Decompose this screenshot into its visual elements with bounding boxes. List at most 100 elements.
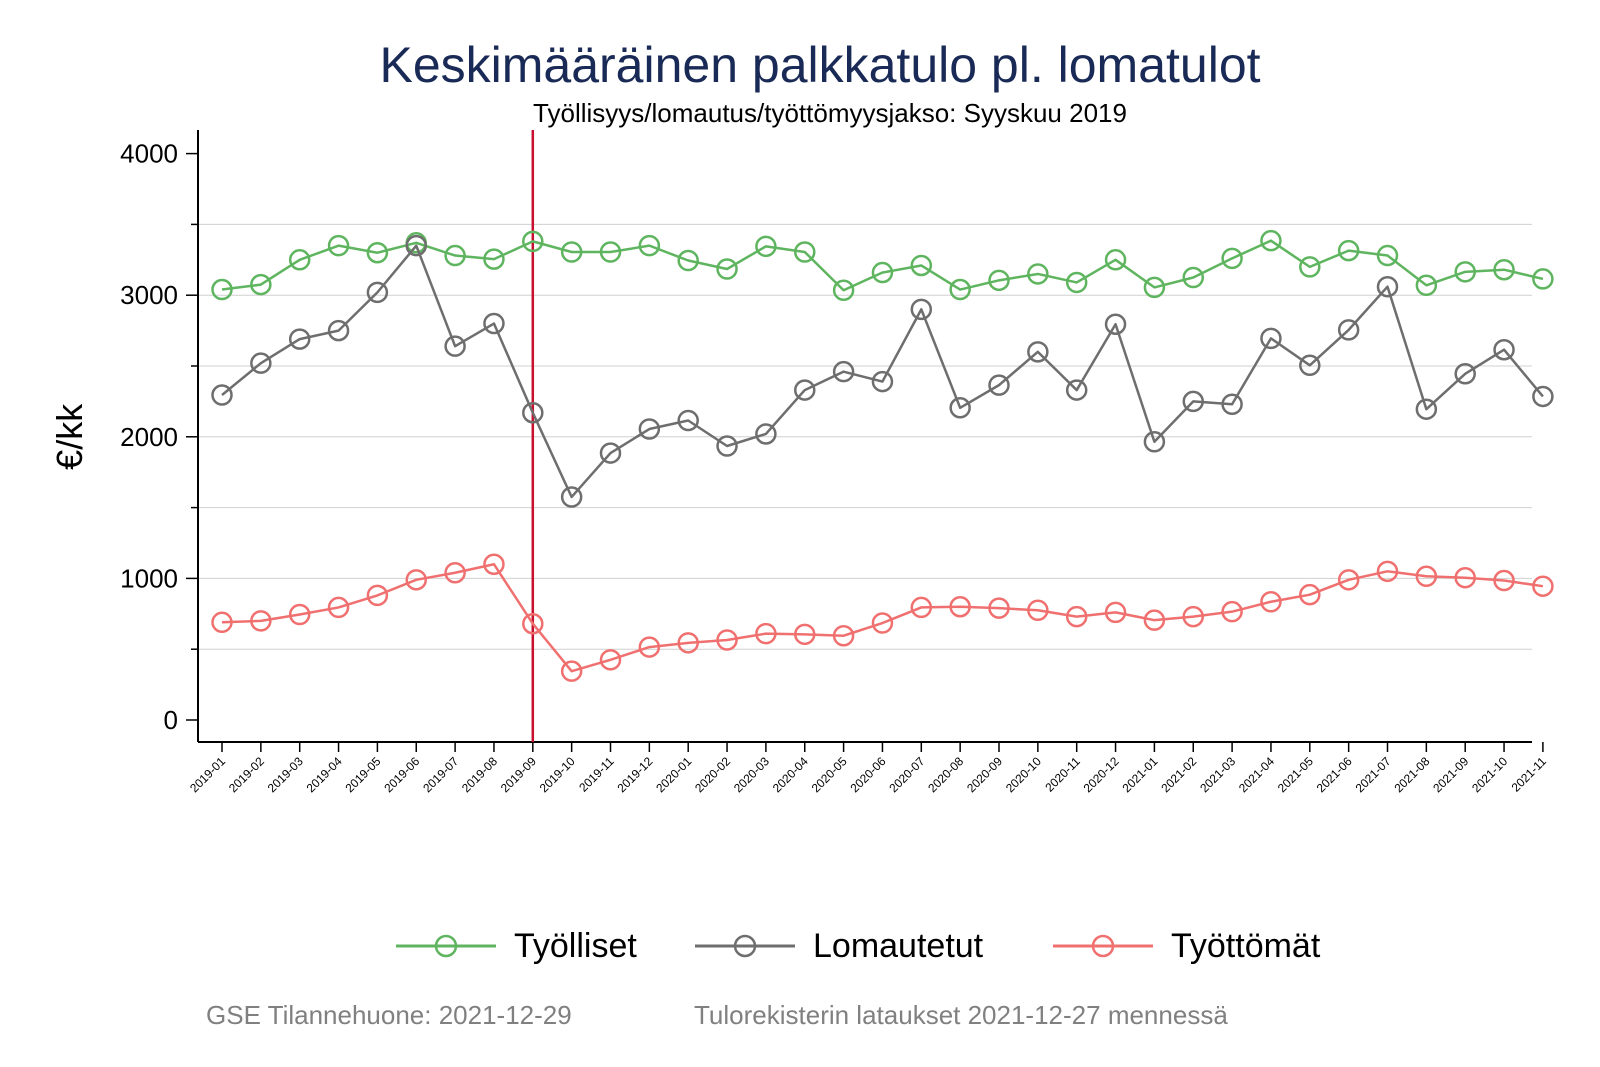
data-point bbox=[1493, 569, 1515, 592]
data-point bbox=[677, 409, 699, 432]
line-chart: 01000200030004000€/kk2019-012019-022019-… bbox=[49, 130, 1554, 795]
x-tick-label: 2019-02 bbox=[226, 754, 267, 795]
legend-label-tyottomat: Työttömät bbox=[1171, 926, 1321, 965]
data-point bbox=[1182, 605, 1204, 628]
data-point bbox=[366, 241, 389, 264]
data-point bbox=[483, 312, 505, 335]
chart-title: Keskimääräinen palkkatulo pl. lomatulot bbox=[379, 37, 1261, 93]
x-tick-label: 2021-08 bbox=[1391, 754, 1432, 795]
x-tick-label: 2019-12 bbox=[614, 754, 655, 795]
data-point bbox=[560, 486, 583, 508]
x-tick-label: 2020-12 bbox=[1081, 754, 1122, 795]
data-point bbox=[327, 319, 350, 342]
data-point bbox=[1027, 341, 1049, 363]
x-tick-label: 2020-08 bbox=[925, 754, 966, 795]
legend-swatch-tyottomat bbox=[1053, 934, 1153, 958]
footer-data-note: Tulorekisterin lataukset 2021-12-27 menn… bbox=[694, 1000, 1228, 1030]
data-point bbox=[1182, 390, 1204, 413]
data-point bbox=[1143, 276, 1166, 299]
data-point bbox=[444, 561, 466, 584]
y-tick-label: 1000 bbox=[120, 563, 178, 593]
legend-item-lomautetut: Lomautetut bbox=[695, 918, 983, 974]
data-point bbox=[755, 423, 777, 445]
data-point bbox=[483, 553, 505, 575]
x-tick-label: 2020-09 bbox=[964, 754, 1005, 795]
data-point bbox=[327, 234, 350, 257]
data-point bbox=[910, 596, 933, 619]
data-point bbox=[949, 278, 971, 301]
x-tick-label: 2019-08 bbox=[459, 754, 500, 795]
data-point bbox=[1221, 393, 1243, 415]
x-tick-label: 2021-01 bbox=[1119, 754, 1160, 795]
data-point bbox=[1027, 599, 1049, 622]
data-point bbox=[522, 230, 544, 253]
x-tick-label: 2020-06 bbox=[848, 754, 889, 795]
data-point bbox=[250, 610, 272, 632]
legend-swatch-lomautetut bbox=[695, 934, 795, 958]
data-point bbox=[1532, 385, 1554, 408]
data-point bbox=[988, 374, 1010, 396]
data-point bbox=[250, 273, 272, 296]
data-point bbox=[522, 612, 544, 635]
data-point bbox=[1337, 569, 1360, 591]
data-point bbox=[1027, 263, 1049, 285]
x-tick-label: 2020-07 bbox=[886, 754, 927, 795]
x-tick-label: 2019-03 bbox=[265, 754, 306, 795]
y-tick-label: 4000 bbox=[120, 139, 178, 169]
data-point bbox=[1376, 275, 1399, 298]
data-point bbox=[1299, 354, 1321, 377]
data-point bbox=[1065, 379, 1088, 401]
chart-subtitle: Työllisyys/lomautus/työttömyysjakso: Syy… bbox=[533, 98, 1127, 128]
data-point bbox=[1376, 244, 1399, 267]
x-tick-label: 2020-02 bbox=[692, 754, 733, 795]
data-point bbox=[444, 244, 466, 267]
x-tick-label: 2019-01 bbox=[187, 754, 228, 795]
x-tick-label: 2020-05 bbox=[809, 754, 850, 795]
data-point bbox=[444, 335, 466, 357]
legend-item-tyottomat: Työttömät bbox=[1053, 918, 1320, 974]
x-tick-label: 2019-11 bbox=[576, 754, 617, 795]
data-point bbox=[522, 401, 544, 424]
data-point bbox=[1104, 313, 1127, 335]
legend-label-lomautetut: Lomautetut bbox=[813, 926, 984, 965]
data-point bbox=[1493, 258, 1515, 281]
x-tick-label: 2020-04 bbox=[770, 754, 811, 795]
data-point bbox=[988, 597, 1010, 619]
data-point bbox=[288, 249, 311, 271]
x-tick-label: 2021-03 bbox=[1197, 754, 1238, 795]
data-point bbox=[638, 636, 661, 658]
x-tick-label: 2019-09 bbox=[498, 754, 539, 795]
x-tick-label: 2021-07 bbox=[1353, 754, 1394, 795]
data-point bbox=[794, 623, 816, 646]
x-tick-label: 2020-01 bbox=[653, 754, 694, 795]
data-point bbox=[405, 569, 427, 591]
data-point bbox=[1260, 229, 1282, 252]
x-tick-label: 2019-04 bbox=[304, 754, 345, 795]
data-point bbox=[211, 384, 233, 406]
x-tick-label: 2021-10 bbox=[1469, 754, 1510, 795]
x-tick-label: 2020-11 bbox=[1042, 754, 1083, 795]
x-tick-label: 2019-10 bbox=[537, 754, 578, 795]
data-point bbox=[1493, 338, 1515, 361]
data-point bbox=[1299, 256, 1321, 278]
data-point bbox=[405, 234, 427, 257]
x-tick-label: 2020-03 bbox=[731, 754, 772, 795]
legend-item-tyolliset: Työlliset bbox=[396, 918, 637, 974]
x-tick-label: 2021-09 bbox=[1430, 754, 1471, 795]
data-point bbox=[910, 254, 933, 277]
data-point bbox=[1454, 566, 1476, 589]
data-point bbox=[1143, 609, 1166, 631]
data-point bbox=[211, 611, 233, 634]
y-axis-label: €/kk bbox=[49, 403, 90, 470]
data-point bbox=[211, 278, 233, 301]
data-point bbox=[1376, 560, 1399, 583]
data-point bbox=[1221, 600, 1243, 623]
data-point bbox=[949, 397, 971, 419]
data-point bbox=[1182, 266, 1204, 289]
data-point bbox=[677, 632, 699, 654]
data-point bbox=[366, 584, 389, 607]
series-line-1 bbox=[221, 244, 1544, 499]
data-point bbox=[1532, 575, 1554, 597]
series-line-2 bbox=[221, 562, 1544, 673]
data-point bbox=[755, 235, 777, 258]
